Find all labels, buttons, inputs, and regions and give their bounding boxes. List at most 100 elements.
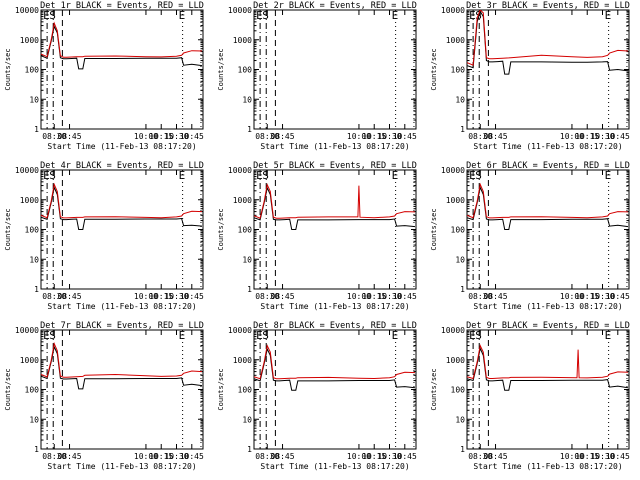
x-tick-label: 10:15 xyxy=(149,292,173,301)
y-tick-label: 1000 xyxy=(446,356,465,365)
marker-label: S xyxy=(262,9,269,22)
y-tick-label: 1000 xyxy=(233,356,252,365)
x-axis-label: Start Time (11-Feb-13 08:17:20) xyxy=(47,302,196,311)
data-group xyxy=(41,182,203,230)
x-tick-label: 10:30 xyxy=(377,132,401,141)
x-tick-label: 10:30 xyxy=(377,452,401,461)
x-tick-label: 10:45 xyxy=(393,292,417,301)
marker-label: E xyxy=(43,329,50,342)
y-axis-label: Counts/sec xyxy=(4,48,12,90)
y-tick-label: 100 xyxy=(451,66,466,75)
detector-panel-1: Det 1r BLACK = Events, RED = LLD 1 10 100 10… xyxy=(4,1,204,151)
x-tick-label: 08:30 xyxy=(42,452,66,461)
data-group xyxy=(467,10,629,75)
series-line-lld xyxy=(467,10,629,66)
panel-title: Det 7r BLACK = Events, RED = LLD xyxy=(40,321,204,331)
series-line-lld xyxy=(467,182,629,219)
marker-label: E xyxy=(43,9,50,22)
y-tick-label: 10000 xyxy=(15,6,39,15)
y-tick-label: 100 xyxy=(451,226,466,235)
x-tick-label: 10:30 xyxy=(590,132,614,141)
x-tick-label: 10:30 xyxy=(164,292,188,301)
series-line-events xyxy=(467,10,629,75)
x-tick-label: 08:30 xyxy=(255,452,279,461)
series-line-events xyxy=(254,347,416,391)
x-axis-label: Start Time (11-Feb-13 08:17:20) xyxy=(260,142,409,151)
y-tick-label: 10 xyxy=(455,95,465,104)
y-tick-label: 100 xyxy=(451,386,466,395)
series-line-lld xyxy=(41,182,203,219)
y-tick-label: 1 xyxy=(34,445,39,454)
marker-label: S xyxy=(262,329,269,342)
detector-panel-9: Det 9r BLACK = Events, RED = LLD 1 10 100 10… xyxy=(430,321,630,471)
y-tick-label: 1 xyxy=(34,125,39,134)
series-line-events xyxy=(254,186,416,230)
marker-label: E xyxy=(605,329,612,342)
marker-label: E xyxy=(392,9,399,22)
x-tick-label: 10:00 xyxy=(560,452,584,461)
x-tick-label: 10:15 xyxy=(575,292,599,301)
y-tick-label: 10 xyxy=(29,255,39,264)
x-tick-label: 10:30 xyxy=(590,292,614,301)
marker-label: E xyxy=(469,169,476,182)
marker-label: E xyxy=(256,329,263,342)
y-tick-label: 100 xyxy=(238,386,253,395)
x-axis-label: Start Time (11-Feb-13 08:17:20) xyxy=(473,462,622,471)
marker-label: E xyxy=(605,9,612,22)
y-axis-label: Counts/sec xyxy=(4,208,12,250)
x-tick-label: 10:30 xyxy=(590,452,614,461)
y-axis-label: Counts/sec xyxy=(217,368,225,410)
x-tick-label: 10:00 xyxy=(347,132,371,141)
series-line-lld xyxy=(41,341,203,378)
detector-panel-8: Det 8r BLACK = Events, RED = LLD 1 10 100 10… xyxy=(217,321,417,471)
y-tick-label: 10000 xyxy=(441,6,465,15)
x-tick-label: 08:45 xyxy=(483,452,507,461)
panel-title: Det 1r BLACK = Events, RED = LLD xyxy=(40,1,204,11)
x-tick-label: 08:45 xyxy=(270,132,294,141)
panel-title: Det 3r BLACK = Events, RED = LLD xyxy=(466,1,630,11)
x-axis-label: Start Time (11-Feb-13 08:17:20) xyxy=(260,462,409,471)
x-tick-label: 10:45 xyxy=(606,132,630,141)
x-axis-label: Start Time (11-Feb-13 08:17:20) xyxy=(473,302,622,311)
x-tick-label: 10:15 xyxy=(575,452,599,461)
x-tick-label: 10:45 xyxy=(180,132,204,141)
y-tick-label: 1 xyxy=(460,285,465,294)
x-tick-label: 08:30 xyxy=(42,132,66,141)
series-line-lld xyxy=(254,183,416,219)
x-axis-label: Start Time (11-Feb-13 08:17:20) xyxy=(473,142,622,151)
y-tick-label: 1000 xyxy=(446,196,465,205)
y-tick-label: 1000 xyxy=(20,196,39,205)
marker-label: E xyxy=(179,9,186,22)
y-tick-label: 100 xyxy=(238,226,253,235)
y-tick-label: 100 xyxy=(25,226,40,235)
y-tick-label: 10 xyxy=(242,415,252,424)
y-tick-label: 10000 xyxy=(441,166,465,175)
x-tick-label: 10:15 xyxy=(149,452,173,461)
x-axis-label: Start Time (11-Feb-13 08:17:20) xyxy=(260,302,409,311)
marker-label: E xyxy=(392,329,399,342)
marker-label: E xyxy=(256,9,263,22)
y-tick-label: 1000 xyxy=(233,196,252,205)
marker-label: E xyxy=(392,169,399,182)
x-tick-label: 08:45 xyxy=(483,132,507,141)
data-group xyxy=(41,341,203,390)
x-tick-label: 08:30 xyxy=(468,292,492,301)
series-line-events xyxy=(41,24,203,70)
x-axis-label: Start Time (11-Feb-13 08:17:20) xyxy=(47,462,196,471)
y-tick-label: 1000 xyxy=(20,356,39,365)
y-tick-label: 10000 xyxy=(228,6,252,15)
y-axis-label: Counts/sec xyxy=(4,368,12,410)
y-tick-label: 1 xyxy=(247,125,252,134)
y-tick-label: 1 xyxy=(460,125,465,134)
marker-label: E xyxy=(179,169,186,182)
marker-label: S xyxy=(475,329,482,342)
y-tick-label: 1 xyxy=(460,445,465,454)
y-tick-label: 1 xyxy=(247,285,252,294)
marker-label: E xyxy=(179,329,186,342)
data-group xyxy=(254,343,416,391)
detector-panel-4: Det 4r BLACK = Events, RED = LLD 1 10 100 10… xyxy=(4,161,204,311)
x-tick-label: 10:45 xyxy=(180,292,204,301)
x-tick-label: 10:45 xyxy=(606,292,630,301)
data-group xyxy=(254,183,416,230)
marker-label: E xyxy=(469,9,476,22)
